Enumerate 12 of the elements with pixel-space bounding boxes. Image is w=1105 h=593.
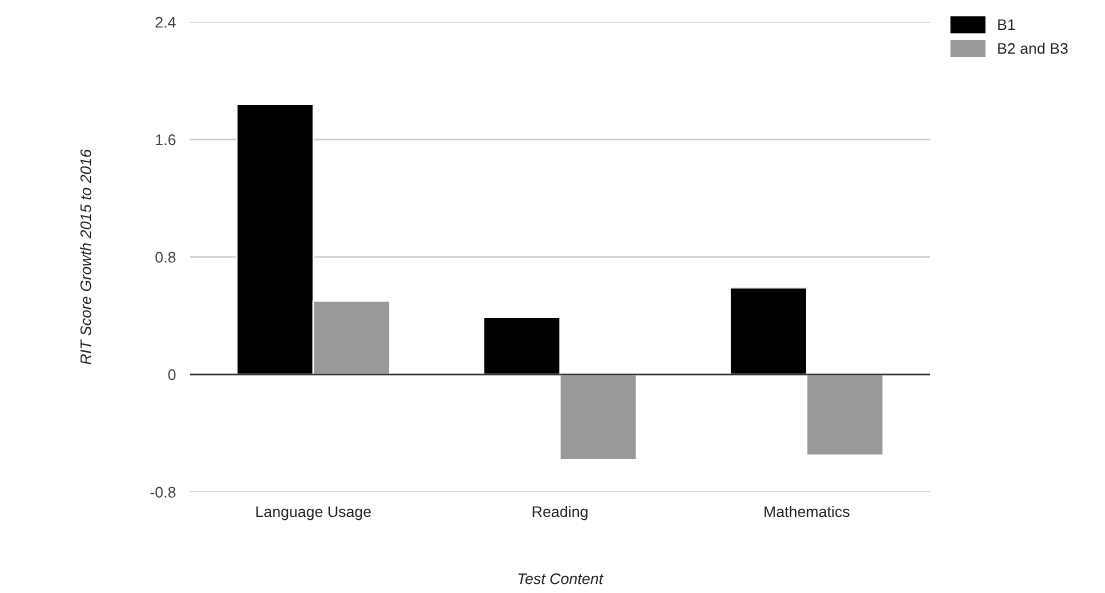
x-tick-label: Mathematics — [764, 505, 850, 518]
y-tick-label: -0.8 — [150, 486, 176, 498]
y-tick-label: 0 — [168, 369, 176, 381]
y-tick-label: 2.4 — [155, 16, 176, 28]
y-tick-label: 0.8 — [155, 251, 176, 263]
x-axis-title: Test Content — [518, 573, 604, 585]
x-tick-label: Language Usage — [256, 506, 371, 521]
y-axis-title: RIT Score Growth 2015 to 2016 — [79, 149, 92, 365]
legend-label: B1 — [998, 19, 1015, 30]
x-tick-label: Reading — [532, 505, 588, 521]
y-tick-label: 1.6 — [156, 134, 176, 146]
legend-label: B2 and B3 — [998, 42, 1068, 54]
